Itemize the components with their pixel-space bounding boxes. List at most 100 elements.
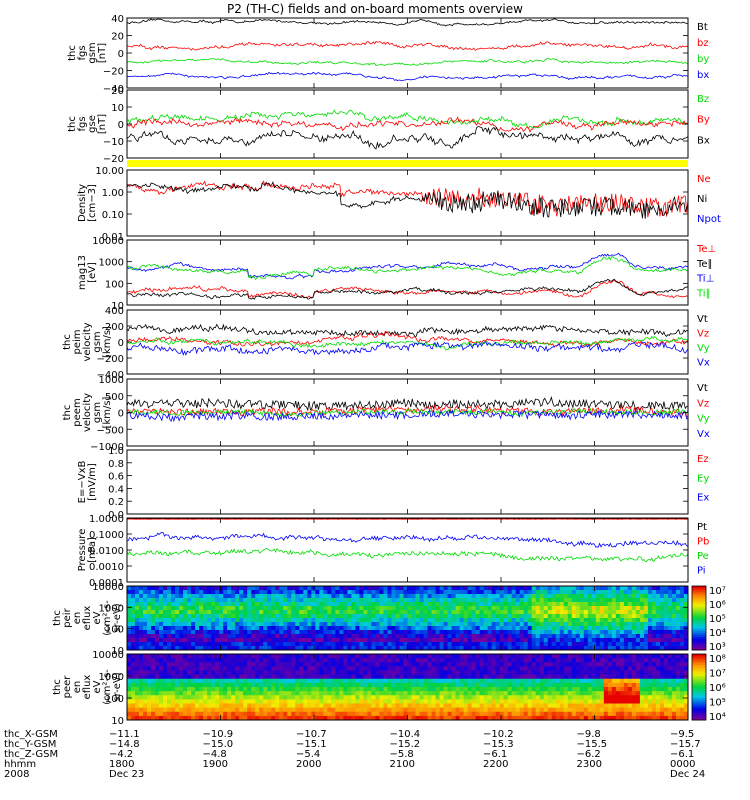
heatmap-cell	[495, 707, 501, 713]
heatmap-cell	[455, 638, 461, 643]
heatmap-cell	[383, 662, 388, 667]
heatmap-cell	[499, 682, 505, 688]
heatmap-cell	[355, 715, 360, 720]
heatmap-cell	[439, 598, 445, 603]
heatmap-cell	[135, 654, 140, 659]
heatmap-cell	[551, 606, 557, 611]
heatmap-cell	[583, 699, 589, 705]
heatmap-cell	[415, 703, 421, 709]
heatmap-cell	[555, 626, 561, 631]
heatmap-cell	[391, 602, 396, 607]
heatmap-cell	[175, 602, 180, 607]
heatmap-cell	[555, 586, 561, 591]
heatmap-cell	[571, 682, 577, 688]
heatmap-cell	[315, 646, 320, 650]
heatmap-cell	[467, 682, 473, 688]
heatmap-cell	[615, 691, 621, 696]
heatmap-cell	[187, 662, 192, 667]
heatmap-cell	[431, 674, 437, 680]
heatmap-cell	[183, 594, 188, 599]
heatmap-cell	[431, 703, 437, 709]
heatmap-cell	[263, 606, 268, 611]
heatmap-cell	[351, 602, 356, 607]
heatmap-cell	[315, 691, 320, 696]
heatmap-cell	[559, 715, 565, 720]
colorbar-segment	[692, 706, 706, 710]
heatmap-cell	[199, 682, 204, 688]
heatmap-cell	[611, 666, 617, 672]
heatmap-cell	[335, 687, 340, 692]
heatmap-cell	[375, 703, 380, 709]
heatmap-cell	[519, 670, 525, 676]
heatmap-cell	[199, 699, 204, 705]
heatmap-cell	[431, 715, 437, 720]
heatmap-cell	[563, 711, 569, 717]
heatmap-cell	[239, 715, 244, 720]
heatmap-cell	[571, 695, 577, 700]
heatmap-cell	[171, 670, 176, 676]
heatmap-cell	[263, 610, 268, 615]
heatmap-cell	[507, 654, 513, 659]
heatmap-cell	[551, 618, 557, 623]
heatmap-cell	[171, 602, 176, 607]
heatmap-cell	[131, 622, 136, 627]
heatmap-cell	[355, 699, 360, 705]
heatmap-cell	[475, 715, 481, 720]
heatmap-cell	[499, 602, 505, 607]
heatmap-cell	[443, 606, 449, 611]
heatmap-cell	[167, 590, 172, 595]
heatmap-cell	[655, 586, 661, 591]
heatmap-cell	[271, 674, 276, 680]
heatmap-cell	[199, 662, 204, 667]
heatmap-cell	[507, 682, 513, 688]
heatmap-cell	[359, 622, 364, 627]
heatmap-cell	[431, 602, 437, 607]
heatmap-cell	[487, 662, 493, 667]
heatmap-cell	[327, 707, 332, 713]
heatmap-cell	[519, 703, 525, 709]
heatmap-cell	[627, 670, 633, 676]
heatmap-cell	[203, 638, 208, 643]
heatmap-cell	[647, 666, 653, 672]
heatmap-cell	[595, 594, 601, 599]
heatmap-cell	[395, 678, 400, 684]
heatmap-cell	[535, 618, 541, 623]
colorbar-segment	[692, 662, 706, 666]
heatmap-cell	[563, 654, 569, 659]
heatmap-cell	[535, 707, 541, 713]
heatmap-cell	[587, 711, 593, 717]
heatmap-cell	[143, 691, 148, 696]
heatmap-cell	[643, 691, 649, 696]
heatmap-cell	[279, 715, 284, 720]
heatmap-cell	[471, 586, 477, 591]
heatmap-cell	[359, 642, 364, 647]
heatmap-cell	[619, 598, 625, 603]
heatmap-cell	[651, 654, 657, 659]
heatmap-cell	[143, 638, 148, 643]
heatmap-cell	[531, 630, 537, 635]
heatmap-cell	[639, 594, 645, 599]
heatmap-cell	[663, 695, 669, 700]
legend-6-1: Vz	[697, 398, 709, 409]
heatmap-cell	[295, 691, 300, 696]
heatmap-cell	[639, 610, 645, 615]
heatmap-cell	[215, 634, 220, 639]
heatmap-cell	[183, 602, 188, 607]
heatmap-cell	[223, 646, 228, 650]
heatmap-cell	[659, 707, 665, 713]
heatmap-cell	[231, 610, 236, 615]
heatmap-cell	[663, 642, 669, 647]
heatmap-cell	[639, 618, 645, 623]
heatmap-cell	[215, 646, 220, 650]
heatmap-cell	[203, 618, 208, 623]
heatmap-cell	[219, 711, 224, 717]
heatmap-cell	[235, 699, 240, 705]
heatmap-cell	[551, 590, 557, 595]
heatmap-cell	[327, 630, 332, 635]
heatmap-cell	[627, 646, 633, 650]
heatmap-cell	[259, 654, 264, 659]
heatmap-cell	[547, 658, 553, 663]
heatmap-cell	[151, 630, 156, 635]
heatmap-cell	[219, 602, 224, 607]
heatmap-cell	[591, 602, 597, 607]
